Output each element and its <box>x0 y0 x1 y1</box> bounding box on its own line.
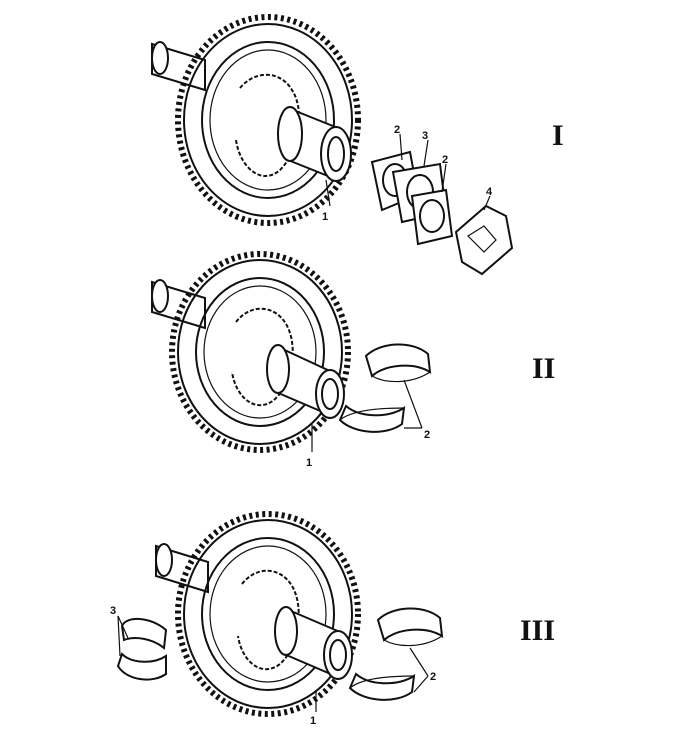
callout-II-2: 2 <box>424 429 430 441</box>
group-numeral-I: I <box>552 119 564 152</box>
bearing-shell-icon <box>340 344 430 431</box>
gear-icon <box>178 514 358 714</box>
camshaft-gear-assembly <box>152 17 358 223</box>
group-numeral-II: II <box>532 352 555 385</box>
callout-III-1: 1 <box>310 715 316 727</box>
callout-I-1: 1 <box>322 211 328 223</box>
gear-icon <box>178 17 358 223</box>
shaft-icon <box>152 280 205 328</box>
group-numeral-III: III <box>520 614 555 647</box>
group-II: 1 2 II <box>152 254 555 469</box>
group-I: 1 2 3 2 4 I <box>152 17 564 274</box>
group-III: 1 2 3 III <box>110 514 555 727</box>
gear-icon <box>172 254 348 450</box>
callout-III-2: 2 <box>430 671 436 683</box>
callout-II-1: 1 <box>306 457 312 469</box>
callout-I-2b: 2 <box>442 154 448 166</box>
callout-I-2a: 2 <box>394 124 400 136</box>
camshaft-gear-assembly <box>156 514 358 714</box>
bearing-cap-icon <box>456 206 512 274</box>
shaft-icon <box>152 42 205 90</box>
bearing-plate-icon <box>372 152 452 244</box>
bearing-shell-icon <box>350 608 442 699</box>
bearing-shell-icon <box>118 619 166 680</box>
callout-I-4: 4 <box>486 186 493 198</box>
camshaft-gear-assembly <box>152 254 348 450</box>
callout-I-3: 3 <box>422 130 428 142</box>
callout-III-3: 3 <box>110 605 116 617</box>
